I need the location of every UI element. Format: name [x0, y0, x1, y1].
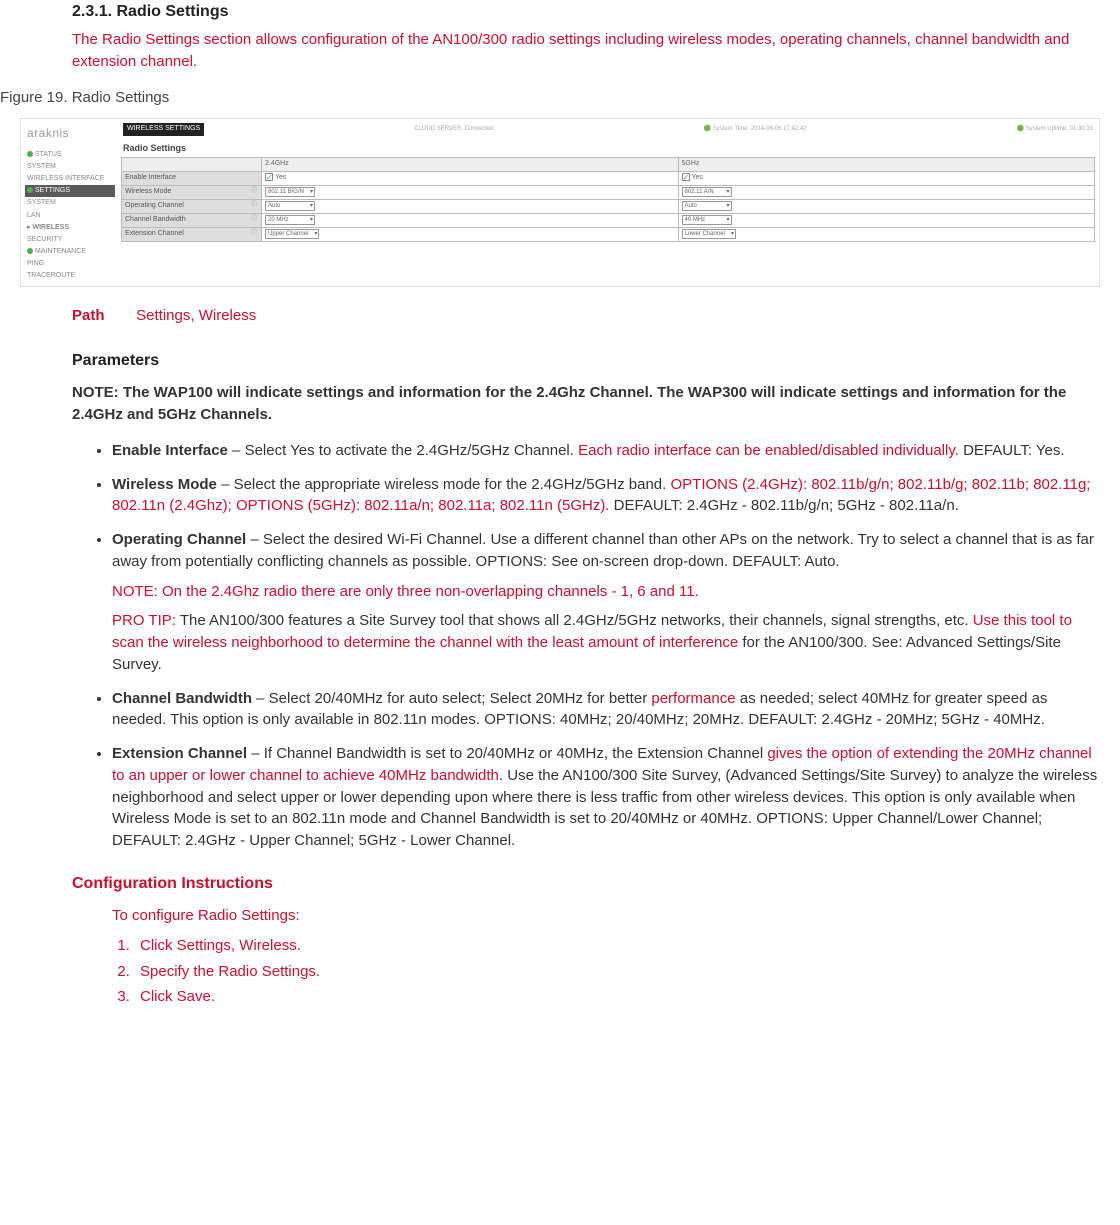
screenshot-nav-item: PING [25, 258, 115, 270]
param-wireless-mode: Wireless Mode – Select the appropriate w… [112, 474, 1100, 518]
screenshot: araknis STATUSSYSTEMWIRELESS INTERFACESE… [20, 118, 1100, 287]
param-operating-channel: Operating Channel – Select the desired W… [112, 529, 1100, 676]
config-intro: To configure Radio Settings: [112, 905, 1100, 927]
screenshot-cloud-status: CLOUD SERVER: Connected [414, 125, 494, 134]
path-label: Path [72, 305, 132, 327]
param-channel-bandwidth: Channel Bandwidth – Select 20/40MHz for … [112, 688, 1100, 732]
config-heading: Configuration Instructions [72, 872, 1100, 895]
screenshot-nav-item: SETTINGS [25, 185, 115, 197]
config-step: Specify the Radio Settings. [134, 959, 1100, 985]
screenshot-nav-item: MAINTENANCE [25, 246, 115, 258]
screenshot-table-title: Radio Settings [121, 140, 1095, 157]
parameters-note: NOTE: The WAP100 will indicate settings … [72, 382, 1100, 426]
screenshot-nav-item: ▸ WIRELESS [25, 222, 115, 234]
param-operating-channel-note: NOTE: On the 2.4Ghz radio there are only… [112, 581, 1100, 603]
screenshot-table-row: Enable InterfaceYesYes [122, 171, 1095, 185]
screenshot-table-row: Channel Bandwidthⓘ20 MHz40 MHz [122, 213, 1095, 227]
section-description: The Radio Settings section allows config… [72, 29, 1100, 73]
section-number: 2.3.1. Radio Settings [72, 3, 229, 20]
screenshot-table-row: Wireless Modeⓘ802.11 B/G/N802.11 A/N [122, 185, 1095, 199]
param-operating-channel-tip: PRO TIP: The AN100/300 features a Site S… [112, 610, 1100, 675]
figure-caption: Figure 19. Radio Settings [0, 87, 1100, 109]
parameters-heading: Parameters [72, 349, 1100, 372]
screenshot-nav-item: TRACEROUTE [25, 270, 115, 282]
config-step: Click Settings, Wireless. [134, 933, 1100, 959]
path-row: Path Settings, Wireless [72, 305, 1100, 327]
screenshot-nav-item: SYSTEM [25, 197, 115, 209]
screenshot-table-row: Operating ChannelⓘAutoAuto [122, 199, 1095, 213]
screenshot-nav-item: STATUS [25, 149, 115, 161]
config-step: Click Save. [134, 984, 1100, 1010]
screenshot-nav-item: SECURITY [25, 234, 115, 246]
screenshot-logo: araknis [25, 123, 115, 148]
screenshot-nav-item: WIRELESS INTERFACE [25, 173, 115, 185]
screenshot-system-uptime: 🟢 System Uptime: 01:30:33 [1016, 125, 1093, 134]
path-value: Settings, Wireless [136, 307, 256, 324]
param-enable-interface: Enable Interface – Select Yes to activat… [112, 440, 1100, 462]
screenshot-table-row: Extension ChannelⓘUpper ChannelLower Cha… [122, 227, 1095, 241]
screenshot-nav-item: LAN [25, 210, 115, 222]
screenshot-nav-item: SYSTEM [25, 161, 115, 173]
param-extension-channel: Extension Channel – If Channel Bandwidth… [112, 743, 1100, 852]
screenshot-system-time: 🟢 System Time: 2014-06-06 17:42:42 [704, 125, 807, 134]
screenshot-toolbar-badge: WIRELESS SETTINGS [123, 123, 204, 135]
